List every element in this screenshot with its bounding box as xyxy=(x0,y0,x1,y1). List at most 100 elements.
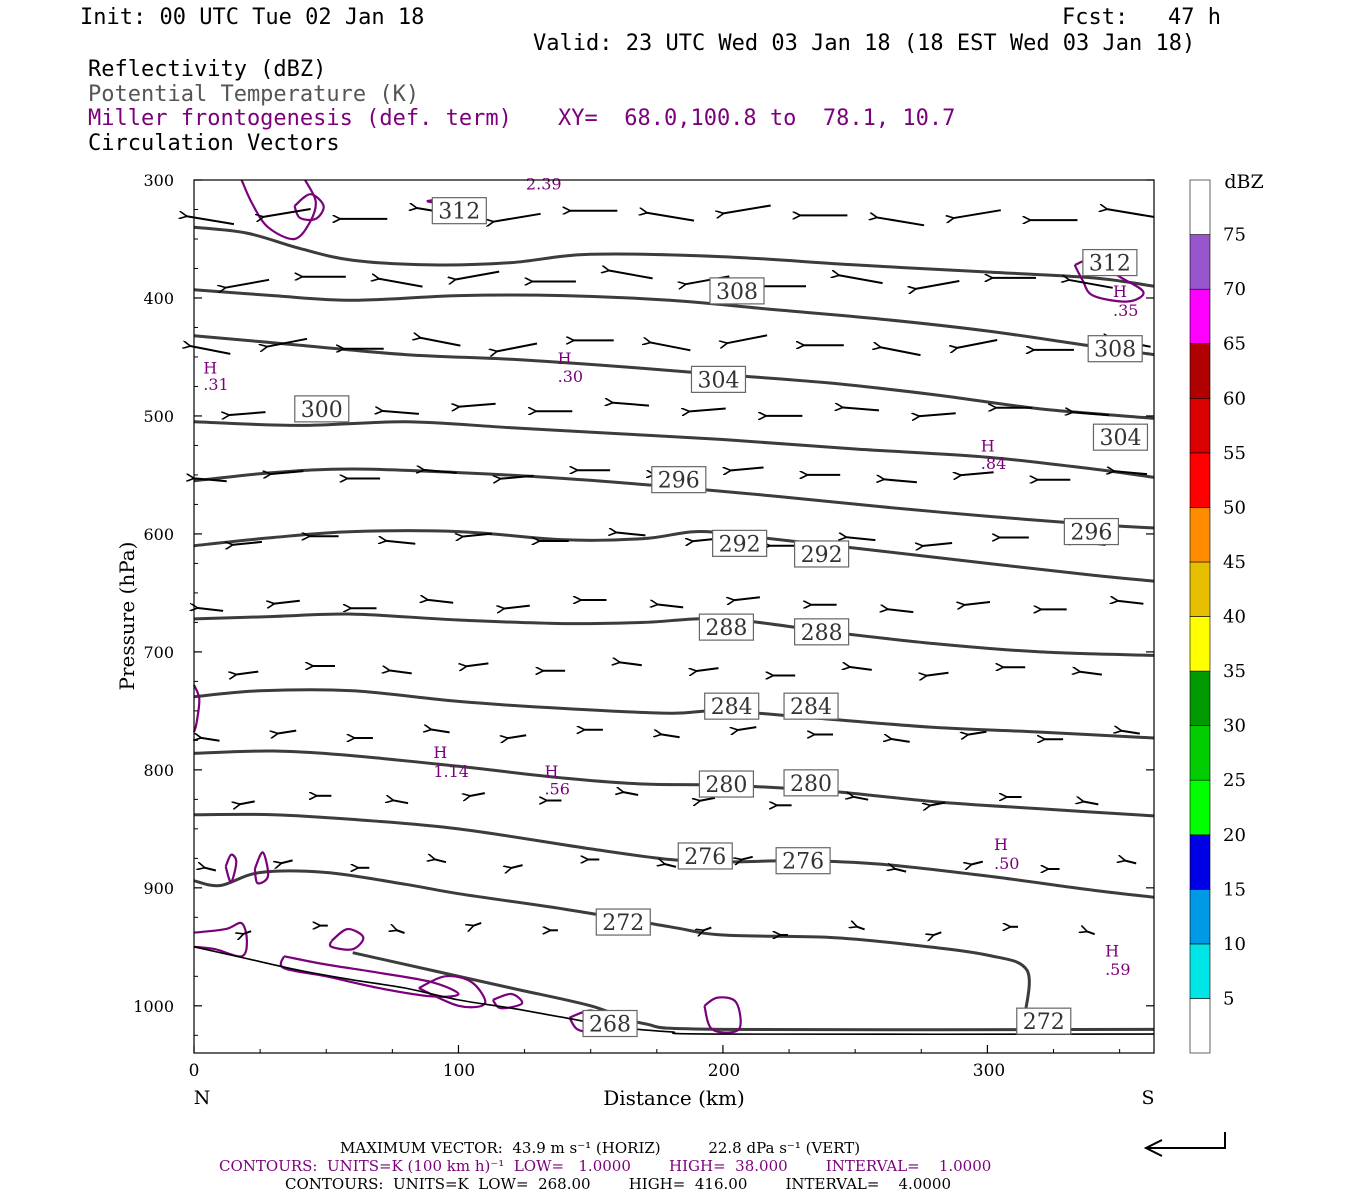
x-axis-label: Distance (km) xyxy=(603,1086,745,1110)
circulation-vector xyxy=(623,792,639,796)
circulation-vector xyxy=(922,543,953,546)
circulation-vector xyxy=(190,346,231,355)
circulation-vector xyxy=(664,864,677,868)
init-time: Init: 00 UTC Tue 02 Jan 18 xyxy=(80,5,425,30)
circulation-vector xyxy=(434,859,447,864)
frontogenesis-contour xyxy=(224,853,238,884)
theta-label: 288 xyxy=(705,616,747,641)
frontogenesis-label: H xyxy=(433,743,447,762)
circulation-vector xyxy=(608,270,653,280)
colorbar-segment xyxy=(1189,452,1211,508)
circulation-vector xyxy=(619,662,642,667)
y-axis-label: Pressure (hPa) xyxy=(115,542,139,691)
circulation-vector xyxy=(473,921,482,926)
max-vector-note: MAXIMUM VECTOR: 43.9 m s⁻¹ (HORIZ) 22.8 … xyxy=(340,1139,861,1157)
y-tick-label: 600 xyxy=(143,525,174,544)
circulation-vector xyxy=(236,670,259,675)
circulation-vector xyxy=(1079,672,1103,676)
theta-label: 284 xyxy=(790,695,832,720)
circulation-vector xyxy=(741,855,753,860)
circulation-vector xyxy=(1083,801,1099,806)
theta-label: 296 xyxy=(658,469,700,494)
theta-contour-312 xyxy=(193,225,1155,288)
circulation-vector xyxy=(389,670,412,675)
circulation-vector xyxy=(511,864,523,868)
circulation-vector xyxy=(703,926,712,931)
theta-label: 272 xyxy=(602,911,644,936)
theta-label: 304 xyxy=(697,368,739,393)
circulation-vector xyxy=(734,596,761,600)
circulation-vector xyxy=(423,470,457,473)
theta-label-box xyxy=(698,770,755,798)
circulation-vector xyxy=(466,662,489,666)
theta-label-box xyxy=(690,365,747,393)
frontogenesis-label: 2.39 xyxy=(526,175,562,194)
frontogenesis-contour xyxy=(418,974,487,1009)
circulation-vector xyxy=(458,404,496,407)
theta-label: 296 xyxy=(1070,521,1112,546)
colorbar-level-label: 50 xyxy=(1223,497,1246,518)
theta-contour-292 xyxy=(193,529,1155,583)
circulation-vector xyxy=(856,926,865,931)
theta-contour-280 xyxy=(193,749,1155,818)
theta-label-box xyxy=(677,842,733,870)
colorbar-segment xyxy=(1189,507,1211,563)
frontogenesis-contour xyxy=(192,684,201,733)
circulation-vector xyxy=(493,212,541,222)
frontogenesis-contour xyxy=(328,927,365,951)
theta-label-box xyxy=(582,1009,638,1038)
circulation-vector xyxy=(1106,209,1155,218)
circulation-vector xyxy=(204,868,217,872)
circulation-vector xyxy=(200,738,220,742)
field-label-theta: Potential Temperature (K) xyxy=(88,82,420,107)
colorbar-segment xyxy=(1189,834,1211,890)
circulation-vector xyxy=(500,476,534,479)
circulation-vector xyxy=(956,339,998,348)
frontogenesis-label: .35 xyxy=(1113,301,1138,320)
theta-contour-note: CONTOURS: UNITS=K LOW= 268.00 HIGH= 416.… xyxy=(285,1175,951,1193)
theta-contour-308 xyxy=(193,288,1155,357)
circulation-vector xyxy=(1072,412,1110,415)
x-tick-200: 200 xyxy=(708,1061,740,1081)
theta-label-box xyxy=(431,197,487,225)
colorbar-segment xyxy=(1189,397,1211,454)
circulation-vector xyxy=(1113,471,1148,474)
theta-label-box xyxy=(698,613,755,641)
circulation-vector xyxy=(1117,601,1144,605)
circulation-vector xyxy=(646,213,695,222)
theta-label: 312 xyxy=(1089,252,1131,277)
circulation-vector xyxy=(496,342,538,352)
theta-label: 280 xyxy=(790,772,832,797)
circulation-vector xyxy=(612,403,650,406)
circulation-vector xyxy=(730,468,764,471)
circulation-vector xyxy=(270,471,304,474)
theta-label-box xyxy=(651,466,707,494)
colorbar-segment xyxy=(1189,288,1211,345)
circulation-vector xyxy=(967,730,987,735)
colorbar-segment xyxy=(1189,943,1211,999)
x-tick-300: 300 xyxy=(973,1061,1005,1081)
theta-label-box xyxy=(794,540,850,568)
colorbar-level-label: 40 xyxy=(1223,607,1246,628)
circulation-vector xyxy=(186,216,235,226)
theta-contour-284 xyxy=(193,688,1155,740)
circulation-vector xyxy=(723,204,771,214)
circulation-vector xyxy=(660,734,680,739)
circulation-vector xyxy=(894,869,907,873)
theta-label: 292 xyxy=(801,543,843,568)
colorbar-segment xyxy=(1189,725,1211,781)
field-label-reflectivity: Reflectivity (dBZ) xyxy=(88,57,327,82)
theta-label-box xyxy=(1082,248,1138,277)
theta-contour-300 xyxy=(193,420,1155,479)
circulation-vector xyxy=(915,280,960,289)
circulation-vector xyxy=(385,541,416,544)
circulation-vector xyxy=(696,667,719,671)
frontogenesis-label: H xyxy=(203,359,217,378)
frontogenesis-contour xyxy=(703,996,742,1034)
frontogenesis-label: H xyxy=(994,835,1008,854)
circulation-vector xyxy=(378,279,423,288)
frontogenesis-contour xyxy=(240,179,317,241)
circulation-vector xyxy=(849,667,872,671)
circulation-vector xyxy=(382,411,419,414)
theta-label: 300 xyxy=(301,398,343,423)
